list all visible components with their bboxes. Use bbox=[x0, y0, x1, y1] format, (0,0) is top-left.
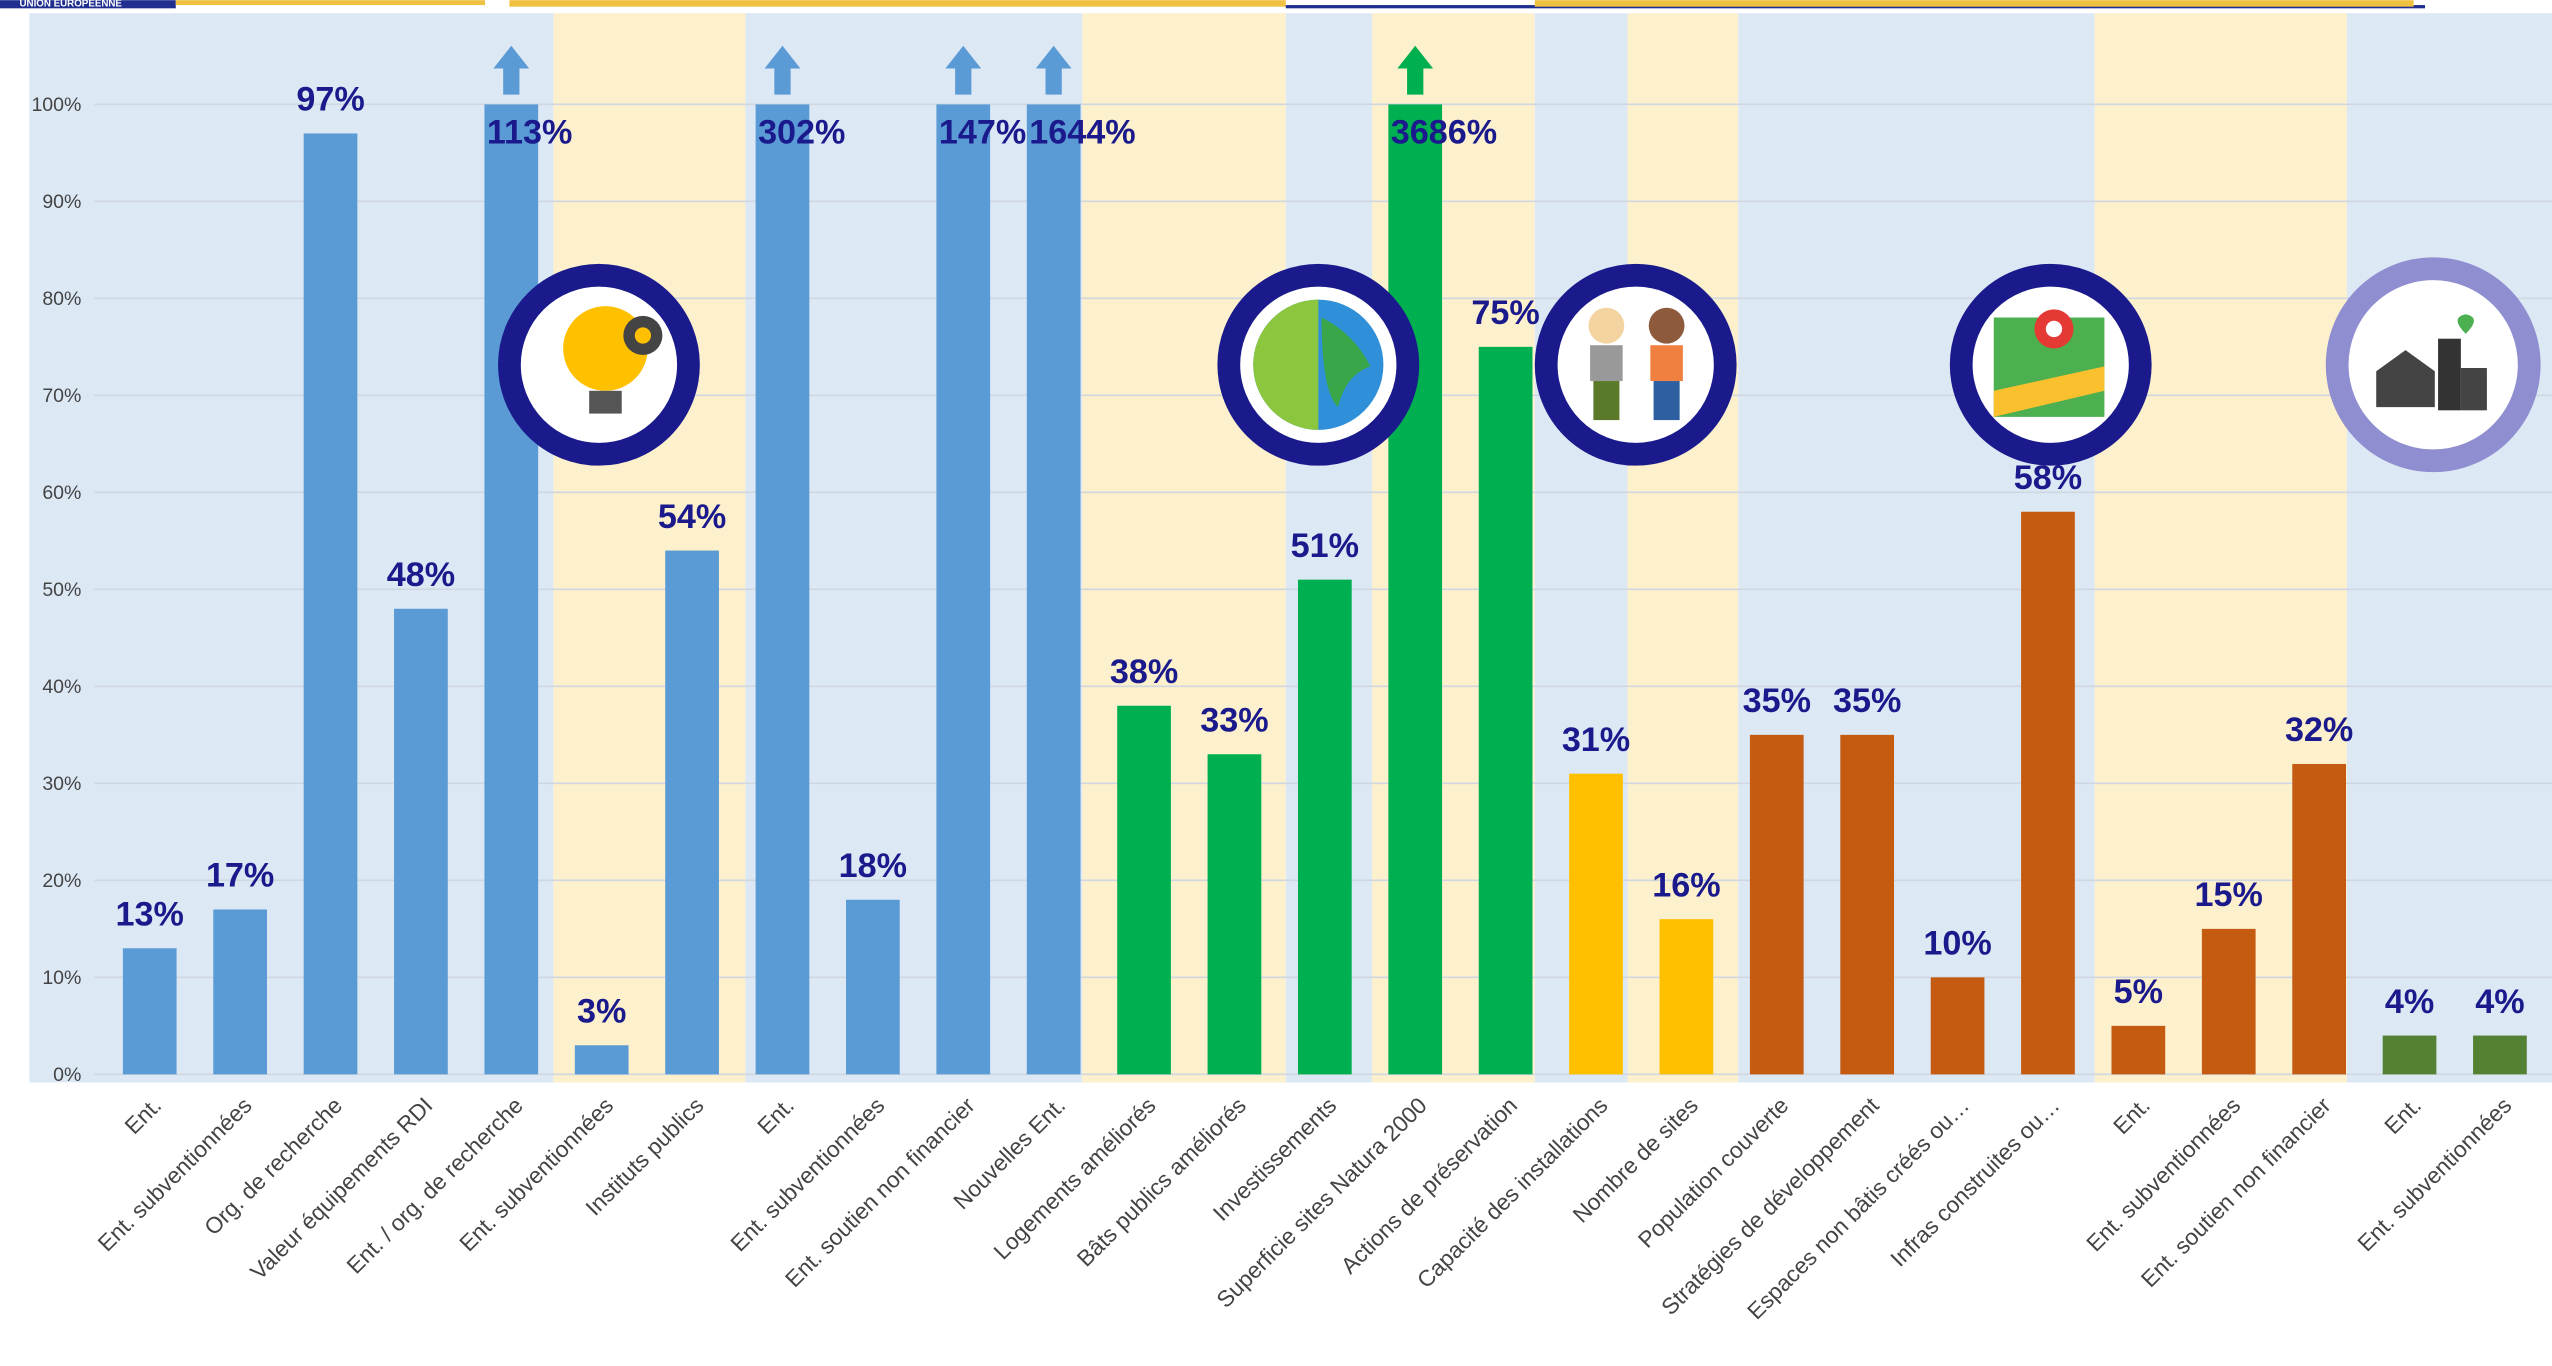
x-tick-label: Ent. bbox=[2108, 1092, 2155, 1139]
bar bbox=[1659, 919, 1714, 1075]
bar bbox=[2382, 1035, 2437, 1075]
x-tick-label: Ent. subventionnées bbox=[2352, 1092, 2516, 1256]
bar bbox=[2201, 928, 2256, 1075]
y-tick-label: 40% bbox=[42, 676, 81, 698]
x-tick-label: Ent. bbox=[752, 1092, 799, 1139]
bar bbox=[1117, 705, 1171, 1075]
x-tick-label: Bâts publics améliorés bbox=[1072, 1092, 1251, 1271]
x-tick-label: Ent. subventionnées bbox=[725, 1092, 889, 1256]
x-tick-label: Ent. soutien non financier bbox=[2136, 1092, 2336, 1292]
x-tick-label: Population couverte bbox=[1633, 1092, 1794, 1253]
bar bbox=[1388, 104, 1443, 1075]
x-tick-label: Ent. subventionnées bbox=[454, 1092, 618, 1256]
value-label: 3686% bbox=[1391, 113, 1497, 151]
value-label: 1644% bbox=[1029, 113, 1135, 151]
value-label: 13% bbox=[116, 895, 184, 933]
x-tick-label: Infras construites ou… bbox=[1885, 1092, 2064, 1271]
value-label: 31% bbox=[1562, 721, 1630, 759]
bar bbox=[213, 909, 267, 1075]
value-label: 32% bbox=[2285, 711, 2353, 749]
bar bbox=[1840, 734, 1895, 1075]
x-tick-label: Ent. bbox=[2379, 1092, 2426, 1139]
bar bbox=[1569, 773, 1623, 1075]
bar bbox=[2292, 763, 2346, 1075]
y-tick-label: 10% bbox=[42, 967, 81, 989]
bar bbox=[574, 1045, 629, 1075]
value-label: 4% bbox=[2385, 983, 2434, 1021]
overflow-arrow bbox=[1035, 45, 1072, 95]
bar bbox=[1297, 579, 1352, 1075]
bar bbox=[1207, 754, 1262, 1075]
bar bbox=[1930, 977, 1985, 1075]
y-tick-label: 20% bbox=[42, 870, 81, 892]
value-label: 38% bbox=[1110, 653, 1178, 691]
bar bbox=[484, 104, 539, 1075]
bar bbox=[2111, 1025, 2166, 1075]
value-label: 58% bbox=[2014, 459, 2082, 497]
x-tick-label: Ent. subventionnées bbox=[92, 1092, 256, 1256]
bar bbox=[1749, 734, 1804, 1075]
value-label: 75% bbox=[1471, 294, 1539, 332]
overflow-arrow bbox=[945, 45, 982, 95]
value-label: 3% bbox=[577, 992, 626, 1030]
bar bbox=[122, 948, 177, 1075]
x-tick-label: Actions de préservation bbox=[1336, 1092, 1523, 1279]
y-tick-label: 100% bbox=[31, 94, 81, 116]
logo-text: UNION EUROPÉENNE bbox=[20, 0, 123, 10]
overflow-arrow bbox=[764, 45, 801, 95]
y-tick-label: 30% bbox=[42, 773, 81, 795]
y-tick-label: 0% bbox=[53, 1064, 81, 1086]
value-label: 18% bbox=[839, 847, 907, 885]
icons bbox=[498, 257, 2541, 473]
bar bbox=[303, 133, 358, 1075]
y-tick-label: 60% bbox=[42, 482, 81, 504]
x-tick-label: Logements améliorés bbox=[988, 1092, 1160, 1264]
value-label: 5% bbox=[2114, 973, 2163, 1011]
value-label: 33% bbox=[1200, 701, 1268, 739]
bar bbox=[665, 550, 719, 1075]
value-label: 17% bbox=[206, 857, 274, 895]
value-label: 35% bbox=[1743, 682, 1811, 720]
bar bbox=[1478, 346, 1533, 1075]
y-tick-label: 80% bbox=[42, 288, 81, 310]
value-label: 10% bbox=[1923, 925, 1991, 963]
value-label: 51% bbox=[1291, 527, 1359, 565]
bar bbox=[936, 104, 991, 1075]
value-label: 302% bbox=[758, 113, 845, 151]
y-tick-label: 90% bbox=[42, 191, 81, 213]
x-tick-label: Valeur équipements RDI bbox=[245, 1092, 438, 1285]
x-tick-label: Ent. bbox=[119, 1092, 166, 1139]
bar bbox=[1026, 104, 1081, 1075]
bar bbox=[2021, 511, 2075, 1075]
y-tick-label: 50% bbox=[42, 579, 81, 601]
bar bbox=[394, 608, 448, 1075]
x-tick-label: Ent. subventionnées bbox=[2081, 1092, 2245, 1256]
top-banner: UNION EUROPÉENNE bbox=[0, 0, 2426, 10]
value-label: 15% bbox=[2195, 876, 2263, 914]
overflow-arrow bbox=[1397, 45, 1434, 95]
bar bbox=[846, 899, 900, 1075]
value-label: 147% bbox=[939, 113, 1026, 151]
bar bbox=[755, 104, 810, 1075]
bar bbox=[2473, 1035, 2527, 1075]
y-tick-label: 70% bbox=[42, 385, 81, 407]
value-label: 54% bbox=[658, 498, 726, 536]
value-label: 4% bbox=[2475, 983, 2524, 1021]
value-label: 16% bbox=[1652, 866, 1720, 904]
x-tick-label: Ent. / org. de recherche bbox=[341, 1092, 528, 1279]
value-label: 97% bbox=[296, 81, 364, 119]
value-label: 113% bbox=[487, 113, 572, 151]
value-label: 35% bbox=[1833, 682, 1901, 720]
overflow-arrow bbox=[493, 45, 530, 95]
value-label: 48% bbox=[387, 556, 455, 594]
bars bbox=[122, 45, 2527, 1075]
